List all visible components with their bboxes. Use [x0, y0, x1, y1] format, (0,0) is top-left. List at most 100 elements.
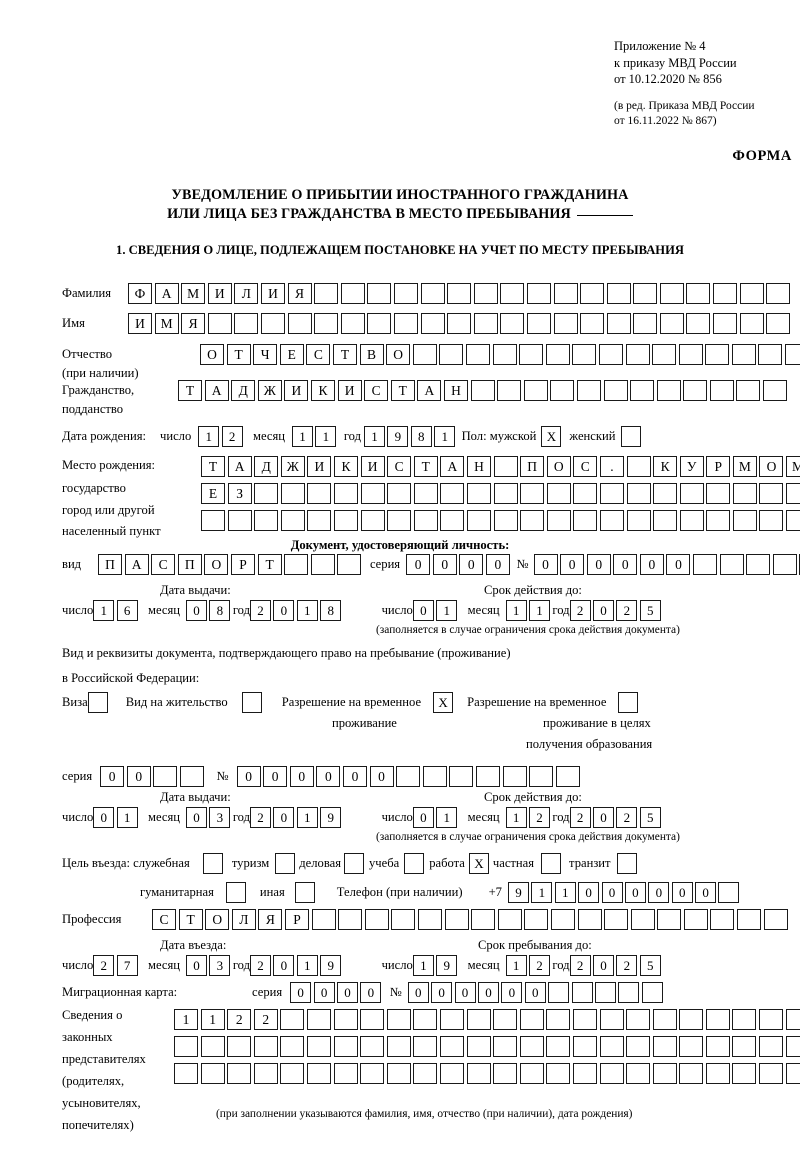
char-cell[interactable] — [360, 510, 385, 531]
char-cell[interactable] — [746, 554, 771, 575]
char-cell[interactable] — [439, 1009, 464, 1030]
char-cell[interactable] — [311, 909, 336, 930]
char-cell[interactable] — [706, 483, 731, 504]
char-cell[interactable] — [386, 1063, 411, 1084]
char-cell[interactable]: В — [359, 344, 384, 365]
purpose-humanitarian-checkbox[interactable] — [225, 882, 246, 903]
char-cell[interactable]: 1 — [412, 955, 434, 976]
char-cell[interactable] — [493, 510, 518, 531]
char-cell[interactable]: Т — [201, 456, 225, 477]
char-cell[interactable]: 0 — [560, 554, 585, 575]
char-cell[interactable] — [653, 483, 678, 504]
char-cell[interactable]: М — [786, 456, 800, 477]
purpose-study-checkbox[interactable] — [404, 853, 425, 874]
char-cell[interactable] — [719, 554, 744, 575]
temp-residence-checkbox[interactable]: X — [433, 692, 454, 713]
char-cell[interactable] — [200, 1063, 225, 1084]
char-cell[interactable]: 0 — [592, 600, 614, 621]
char-cell[interactable]: 2 — [250, 955, 272, 976]
char-cell[interactable]: 1 — [531, 882, 553, 903]
char-cell[interactable]: 0 — [485, 554, 510, 575]
char-cell[interactable]: 0 — [432, 554, 457, 575]
char-cell[interactable]: 0 — [100, 766, 125, 787]
char-cell[interactable] — [466, 1063, 491, 1084]
char-cell[interactable] — [633, 283, 658, 304]
char-cell[interactable]: 1 — [292, 426, 314, 447]
char-cell[interactable] — [626, 456, 651, 477]
char-cell[interactable]: 1 — [315, 426, 337, 447]
char-cell[interactable]: 0 — [186, 807, 208, 828]
char-cell[interactable]: А — [440, 456, 465, 477]
char-cell[interactable]: 1 — [436, 807, 458, 828]
char-cell[interactable] — [470, 380, 495, 401]
char-cell[interactable]: 0 — [336, 982, 358, 1003]
char-cell[interactable] — [280, 1009, 305, 1030]
purpose-work-checkbox[interactable]: X — [468, 853, 489, 874]
char-cell[interactable]: 2 — [250, 600, 272, 621]
char-cell[interactable] — [626, 1036, 651, 1057]
char-cell[interactable]: О — [205, 909, 230, 930]
char-cell[interactable]: 0 — [454, 982, 476, 1003]
char-cell[interactable] — [360, 1036, 385, 1057]
char-cell[interactable] — [367, 313, 392, 334]
purpose-transit-checkbox[interactable] — [616, 853, 637, 874]
birth-place-cells-row-3[interactable] — [201, 510, 800, 531]
char-cell[interactable]: 0 — [93, 807, 115, 828]
char-cell[interactable] — [333, 1036, 358, 1057]
char-cell[interactable] — [333, 1009, 358, 1030]
char-cell[interactable]: Д — [231, 380, 256, 401]
char-cell[interactable] — [201, 510, 225, 531]
char-cell[interactable]: 0 — [586, 554, 611, 575]
char-cell[interactable] — [387, 483, 412, 504]
char-cell[interactable] — [413, 1036, 438, 1057]
char-cell[interactable]: Л — [231, 909, 256, 930]
purpose-other-checkbox[interactable] — [294, 882, 315, 903]
char-cell[interactable] — [340, 313, 365, 334]
char-cell[interactable]: 0 — [369, 766, 394, 787]
char-cell[interactable]: К — [653, 456, 678, 477]
char-cell[interactable] — [785, 1063, 800, 1084]
char-cell[interactable] — [553, 283, 578, 304]
char-cell[interactable]: А — [417, 380, 442, 401]
char-cell[interactable] — [594, 982, 616, 1003]
char-cell[interactable]: 2 — [569, 807, 591, 828]
char-cell[interactable] — [571, 982, 593, 1003]
char-cell[interactable]: 1 — [296, 955, 318, 976]
char-cell[interactable] — [523, 380, 548, 401]
char-cell[interactable] — [732, 483, 757, 504]
char-cell[interactable] — [497, 380, 522, 401]
char-cell[interactable]: Ф — [128, 283, 152, 304]
char-cell[interactable]: К — [333, 456, 358, 477]
char-cell[interactable] — [599, 483, 624, 504]
char-cell[interactable] — [360, 1063, 385, 1084]
char-cell[interactable]: С — [573, 456, 598, 477]
char-cell[interactable]: 0 — [126, 766, 151, 787]
char-cell[interactable] — [599, 1063, 624, 1084]
char-cell[interactable] — [772, 554, 797, 575]
char-cell[interactable] — [763, 380, 788, 401]
char-cell[interactable] — [396, 766, 421, 787]
char-cell[interactable]: О — [200, 344, 224, 365]
char-cell[interactable] — [679, 510, 704, 531]
char-cell[interactable] — [306, 1036, 331, 1057]
char-cell[interactable] — [713, 283, 738, 304]
char-cell[interactable] — [364, 909, 389, 930]
char-cell[interactable]: 8 — [410, 426, 432, 447]
char-cell[interactable] — [524, 909, 549, 930]
char-cell[interactable] — [710, 909, 735, 930]
char-cell[interactable] — [572, 344, 597, 365]
char-cell[interactable] — [466, 483, 491, 504]
char-cell[interactable]: 0 — [477, 982, 499, 1003]
char-cell[interactable]: Т — [413, 456, 438, 477]
char-cell[interactable] — [386, 1009, 411, 1030]
char-cell[interactable]: Н — [466, 456, 491, 477]
char-cell[interactable] — [546, 510, 571, 531]
char-cell[interactable] — [439, 344, 464, 365]
